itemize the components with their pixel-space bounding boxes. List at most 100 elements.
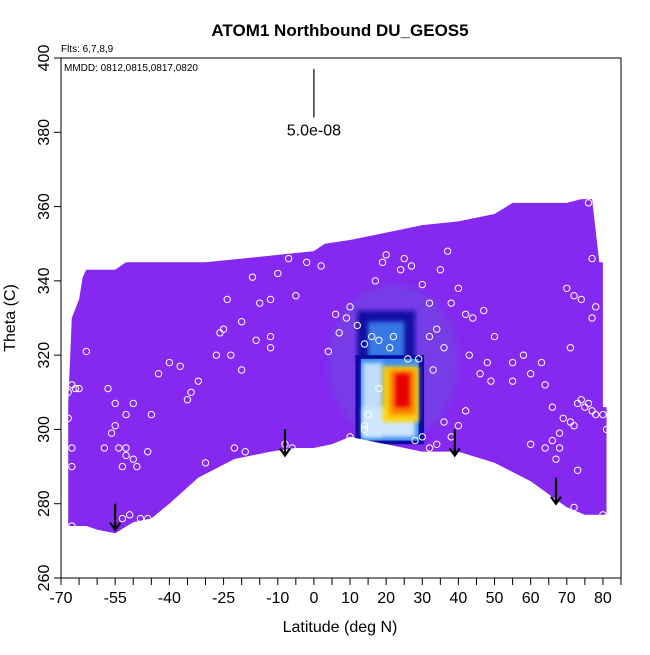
sample-point xyxy=(483,358,492,367)
sample-point xyxy=(537,358,546,367)
x-tick-label: -40 xyxy=(158,590,181,607)
sample-point xyxy=(125,511,134,519)
sample-point xyxy=(371,277,380,285)
sample-point xyxy=(122,410,130,419)
sample-point xyxy=(519,351,528,359)
scale-bar: 5.0e-08 xyxy=(287,69,341,139)
sample-point xyxy=(443,247,452,255)
sample-point xyxy=(425,299,434,307)
direction-arrow xyxy=(279,429,291,458)
sample-point xyxy=(346,303,354,311)
sample-point xyxy=(75,384,83,393)
sample-point xyxy=(129,399,137,408)
sample-point xyxy=(364,410,372,419)
arrow-head xyxy=(550,496,562,506)
scale-bar-label: 5.0e-08 xyxy=(287,122,341,139)
x-tick-label: 0 xyxy=(309,590,318,607)
x-tick-label: 30 xyxy=(413,590,431,607)
plot-area xyxy=(61,199,620,578)
sample-point xyxy=(176,362,184,370)
sample-point xyxy=(476,370,484,378)
sample-point xyxy=(454,422,463,430)
y-tick-label: 260 xyxy=(36,565,53,592)
sample-point xyxy=(241,448,249,456)
sample-point xyxy=(274,269,282,278)
y-tick-label: 380 xyxy=(36,119,53,146)
x-tick-label: 80 xyxy=(594,590,612,607)
direction-arrow xyxy=(550,477,562,506)
direction-arrow xyxy=(448,429,461,458)
sample-point xyxy=(68,522,76,530)
sample-point xyxy=(541,444,549,452)
plot-frame xyxy=(60,57,622,579)
sample-point xyxy=(346,433,354,441)
sample-point xyxy=(375,384,383,393)
sample-point xyxy=(71,384,80,393)
sample-point xyxy=(360,425,369,434)
sample-point xyxy=(548,403,557,411)
sample-point xyxy=(68,462,76,471)
sample-point xyxy=(490,332,499,341)
sample-point xyxy=(559,414,567,422)
plume-layer xyxy=(61,284,620,578)
sample-point xyxy=(548,436,557,445)
sample-point xyxy=(541,381,549,389)
sample-point xyxy=(353,321,361,330)
sample-point xyxy=(599,410,607,419)
sample-point xyxy=(386,344,394,352)
sample-point xyxy=(480,306,488,315)
sample-point xyxy=(570,422,578,430)
sample-point xyxy=(302,258,311,266)
x-tick-label: -55 xyxy=(104,590,127,607)
sample-point xyxy=(389,332,398,341)
plume-max xyxy=(395,373,410,408)
y-tick-label: 360 xyxy=(36,193,53,220)
x-tick-label: 60 xyxy=(522,590,540,607)
below-field-mask xyxy=(61,436,620,578)
sample-point xyxy=(487,377,495,385)
sample-point xyxy=(115,444,123,452)
sample-point xyxy=(440,344,448,352)
sample-point xyxy=(187,388,195,396)
x-tick-label: 10 xyxy=(341,590,359,607)
sample-point xyxy=(584,199,593,207)
sample-point xyxy=(508,377,517,385)
sample-point xyxy=(227,351,235,359)
sample-point xyxy=(133,462,141,471)
sample-point xyxy=(122,444,130,452)
sample-point xyxy=(144,448,152,456)
sample-point xyxy=(440,418,448,426)
sample-point xyxy=(292,292,300,300)
sample-point xyxy=(68,444,76,452)
sample-point xyxy=(454,284,463,292)
sample-points xyxy=(64,199,611,530)
sample-point xyxy=(465,351,473,359)
x-axis-label: Latitude (deg N) xyxy=(283,619,398,636)
sample-point xyxy=(201,459,210,467)
sample-point xyxy=(577,396,585,404)
sample-point xyxy=(588,254,596,263)
sample-point xyxy=(118,462,127,471)
sample-point xyxy=(592,410,600,419)
sample-point xyxy=(82,347,90,356)
sample-point xyxy=(570,503,578,512)
sample-point xyxy=(425,332,434,341)
sample-point xyxy=(147,410,156,419)
sample-point xyxy=(461,310,470,318)
sample-point xyxy=(461,407,470,415)
arrow-head xyxy=(109,522,122,532)
arrow-head xyxy=(448,447,461,458)
sample-point xyxy=(64,388,72,396)
sample-point xyxy=(588,314,596,322)
sample-point xyxy=(64,414,72,422)
sample-point xyxy=(407,262,416,270)
x-tick-label: 50 xyxy=(486,590,504,607)
sample-point xyxy=(469,314,477,322)
sample-point xyxy=(360,422,369,430)
sample-point xyxy=(335,329,343,337)
sample-point xyxy=(570,292,578,300)
sample-point xyxy=(230,444,239,452)
sample-point xyxy=(183,396,192,404)
sample-point xyxy=(219,325,228,333)
